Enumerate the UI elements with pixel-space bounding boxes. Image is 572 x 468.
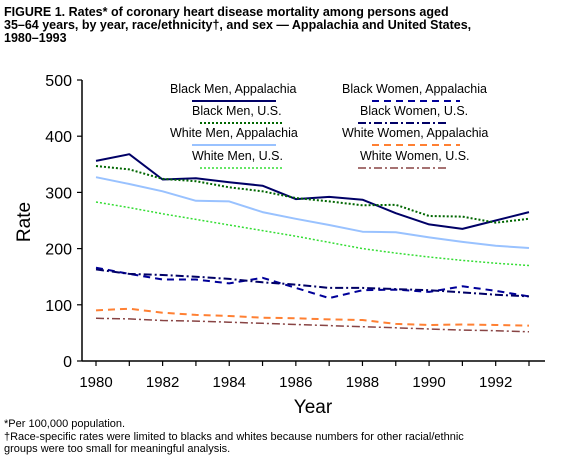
chart-series-lines xyxy=(95,153,530,333)
figure-title-line: 35–64 years, by year, race/ethnicity†, a… xyxy=(4,18,472,32)
y-tick-label: 400 xyxy=(45,129,72,146)
y-tick-label: 100 xyxy=(45,298,72,315)
legend-label: White Men, U.S. xyxy=(192,149,283,163)
legend-label: White Women, U.S. xyxy=(360,149,470,163)
footnote: groups were too small for meaningful ana… xyxy=(4,443,231,455)
legend-label: Black Women, U.S. xyxy=(360,104,468,118)
x-tick-label: 1980 xyxy=(79,374,112,391)
footnote: †Race-specific rates were limited to bla… xyxy=(4,430,464,443)
figure-title-line: 1980–1993 xyxy=(4,31,67,45)
legend-label: White Men, Appalachia xyxy=(170,126,298,140)
legend-label: Black Men, Appalachia xyxy=(170,82,297,96)
y-tick-label: 500 xyxy=(45,73,72,90)
chart-axes: 0 100 200 300 400 500 1980 1982 1984 1986 1988 1990… xyxy=(45,73,545,391)
x-tick-label: 1992 xyxy=(479,374,512,391)
footnotes: *Per 100,000 population. †Race-specific … xyxy=(4,418,570,456)
series-line xyxy=(95,317,530,333)
y-tick-label: 300 xyxy=(45,185,72,202)
series-line xyxy=(95,266,530,300)
chart-legend: Black Men, Appalachia Black Women, Appala… xyxy=(170,82,488,169)
legend-label: Black Women, Appalachia xyxy=(342,82,487,96)
y-tick-label: 200 xyxy=(45,242,72,259)
series-line xyxy=(95,307,530,327)
x-tick-label: 1990 xyxy=(412,374,445,391)
legend-label: White Women, Appalachia xyxy=(342,126,488,140)
y-axis-title: Rate xyxy=(14,202,35,242)
series-line xyxy=(95,165,530,224)
x-tick-label: 1986 xyxy=(279,374,312,391)
figure-title: FIGURE 1. Rates* of coronary heart disea… xyxy=(4,6,568,45)
line-chart: 0 100 200 300 400 500 1980 1982 1984 1986 1988 1990… xyxy=(14,73,545,418)
series-line xyxy=(95,201,530,267)
x-tick-label: 1984 xyxy=(213,374,246,391)
x-axis-title: Year xyxy=(294,397,333,418)
x-tick-label: 1988 xyxy=(346,374,379,391)
legend-label: Black Men, U.S. xyxy=(192,104,282,118)
series-line xyxy=(95,176,530,249)
y-tick-label: 0 xyxy=(63,354,72,371)
x-tick-label: 1982 xyxy=(146,374,179,391)
figure-title-line: FIGURE 1. Rates* of coronary heart disea… xyxy=(4,5,449,19)
footnote: *Per 100,000 population. xyxy=(4,418,126,430)
